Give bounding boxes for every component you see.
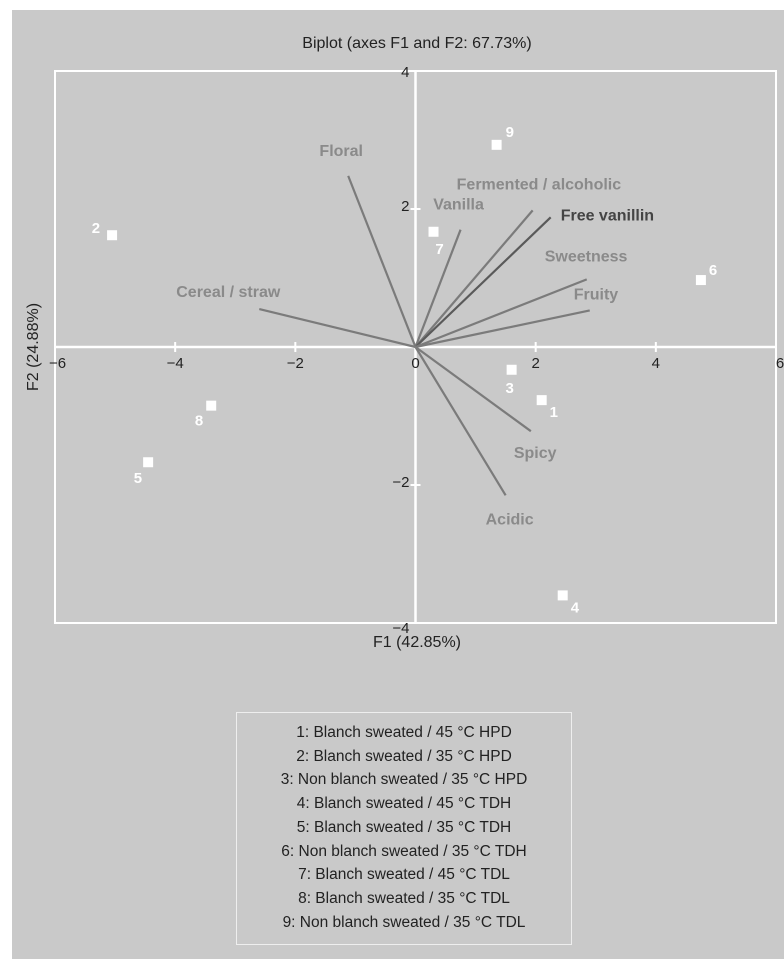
vector-vanilla bbox=[414, 229, 462, 348]
vector-floral bbox=[347, 175, 417, 348]
observation-label: 4 bbox=[571, 599, 580, 616]
observation-point bbox=[107, 230, 118, 241]
legend-item: 7: Blanch sweated / 45 °C TDL bbox=[298, 866, 510, 884]
observation-label: 6 bbox=[709, 262, 717, 279]
legend-item: 9: Non blanch sweated / 35 °C TDL bbox=[282, 913, 526, 931]
vector-spicy bbox=[414, 346, 532, 433]
vector-sweetness bbox=[415, 278, 588, 349]
observation-point bbox=[695, 275, 706, 286]
observation-label: 5 bbox=[134, 470, 142, 487]
observation-label: 3 bbox=[505, 380, 513, 397]
observation-point bbox=[506, 364, 517, 375]
x-axis-label: F1 (42.85%) bbox=[373, 634, 461, 651]
legend-item: 4: Blanch sweated / 45 °C TDH bbox=[296, 795, 512, 813]
y-axis-label: F2 (24.88%) bbox=[25, 303, 42, 391]
variable-label-fermented-alcoholic: Fermented / alcoholic bbox=[457, 176, 622, 193]
variable-label-cereal-straw: Cereal / straw bbox=[176, 284, 281, 301]
legend-item: 1: Blanch sweated / 45 °C HPD bbox=[296, 724, 512, 741]
vector-free-vanillin bbox=[414, 216, 552, 348]
legend-item: 5: Blanch sweated / 35 °C TDH bbox=[296, 818, 512, 836]
observation-point bbox=[491, 139, 502, 150]
variable-label-spicy: Spicy bbox=[514, 445, 557, 462]
x-tick-label: 4 bbox=[652, 355, 660, 372]
observation-point bbox=[428, 226, 439, 237]
y-tick-label: 4 bbox=[401, 64, 409, 81]
observation-label: 7 bbox=[435, 241, 443, 258]
observation-point bbox=[206, 400, 217, 411]
y-tick-label: 2 bbox=[401, 198, 409, 215]
observation-label: 1 bbox=[550, 404, 558, 421]
variable-label-free-vanillin: Free vanillin bbox=[561, 207, 654, 224]
variable-label-acidic: Acidic bbox=[486, 511, 534, 528]
observation-point bbox=[143, 457, 154, 468]
x-tick-label: 0 bbox=[411, 355, 419, 372]
observation-points: 1 2 3 4 5 6 7 8 9 bbox=[92, 124, 718, 617]
chart-panel bbox=[12, 10, 784, 959]
observation-point bbox=[557, 590, 568, 601]
variable-vectors: Floral Fermented / alcoholic Vanilla Free v… bbox=[176, 143, 654, 528]
y-tick-label: −2 bbox=[392, 474, 409, 491]
observation-label: 2 bbox=[92, 220, 100, 237]
x-tick-label: −4 bbox=[167, 355, 184, 372]
x-tick-label: 6 bbox=[776, 355, 784, 372]
variable-label-vanilla: Vanilla bbox=[433, 197, 484, 214]
observation-label: 8 bbox=[195, 413, 203, 430]
vector-acidic bbox=[414, 346, 507, 496]
legend: 1: Blanch sweated / 45 °C HPD 2: Blanch s… bbox=[236, 712, 572, 945]
legend-item: 8: Blanch sweated / 35 °C TDL bbox=[298, 889, 510, 907]
observation-label: 9 bbox=[506, 124, 514, 141]
x-tick-label: 2 bbox=[531, 355, 539, 372]
variable-label-sweetness: Sweetness bbox=[545, 248, 628, 265]
variable-label-floral: Floral bbox=[319, 143, 363, 160]
legend-item: 2: Blanch sweated / 35 °C HPD bbox=[296, 747, 512, 765]
x-tick-label: −6 bbox=[49, 355, 66, 372]
vector-fruity bbox=[415, 309, 590, 349]
legend-item: 3: Non blanch sweated / 35 °C HPD bbox=[280, 771, 528, 789]
vector-cereal-straw bbox=[259, 307, 416, 349]
vector-fermented-alcoholic bbox=[414, 209, 534, 348]
x-tick-label: −2 bbox=[287, 355, 304, 372]
legend-item: 6: Non blanch sweated / 35 °C TDH bbox=[281, 842, 527, 860]
chart-title: Biplot (axes F1 and F2: 67.73%) bbox=[302, 35, 531, 52]
observation-point bbox=[536, 395, 547, 406]
variable-label-fruity: Fruity bbox=[574, 286, 619, 303]
y-tick-label: −4 bbox=[392, 620, 409, 637]
